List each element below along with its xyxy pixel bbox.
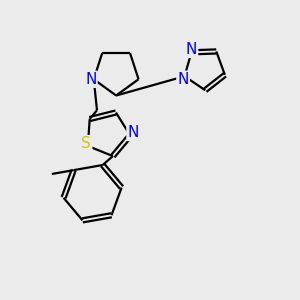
Text: S: S bbox=[82, 136, 91, 151]
Text: N: N bbox=[128, 125, 139, 140]
Text: N: N bbox=[177, 72, 189, 87]
Text: N: N bbox=[186, 42, 197, 57]
Text: N: N bbox=[85, 72, 97, 87]
